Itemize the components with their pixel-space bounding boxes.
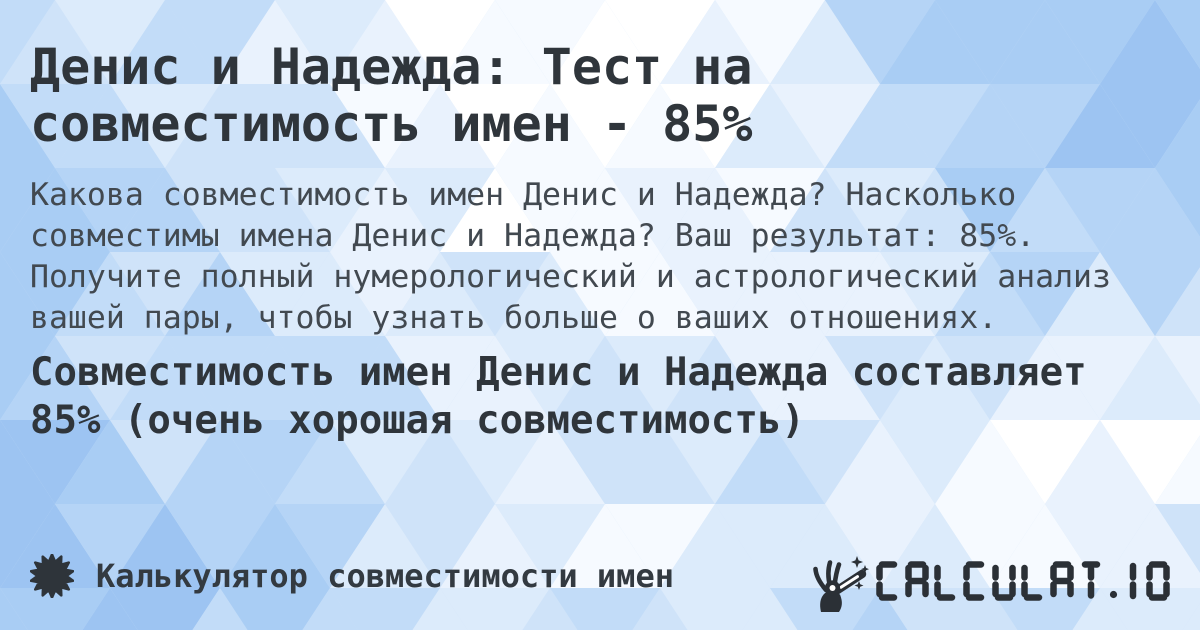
brand-logo <box>806 549 1175 613</box>
starburst-icon <box>30 554 74 598</box>
description-line: совместимы имена Денис и Надежда? Ваш ре… <box>30 218 1036 254</box>
result-line-1: Совместимость имен Денис и Надежда соста… <box>30 350 1087 395</box>
result-summary: Совместимость имен Денис и Надежда соста… <box>30 349 1087 444</box>
footer-label: Калькулятор совместимости имен <box>96 557 674 595</box>
page-title: Денис и Надежда: Тест на совместимость и… <box>30 39 752 153</box>
description-line: Получите полный нумерологический и астро… <box>30 259 1111 295</box>
magic-wand-hand-icon <box>813 556 869 612</box>
description-paragraph: Какова совместимость имен Денис и Надежд… <box>30 175 1111 339</box>
title-line-1: Денис и Надежда: Тест на <box>30 38 753 96</box>
result-line-2: 85% (очень хорошая совместимость) <box>30 397 805 443</box>
footer: Калькулятор совместимости имен <box>30 552 674 600</box>
title-line-2: совместимость имен - 85% <box>30 95 753 153</box>
description-line: вашей пары, чтобы узнать больше о ваших … <box>30 300 998 336</box>
description-line: Какова совместимость имен Денис и Надежд… <box>30 177 1017 213</box>
brand-wordmark <box>876 561 1170 601</box>
